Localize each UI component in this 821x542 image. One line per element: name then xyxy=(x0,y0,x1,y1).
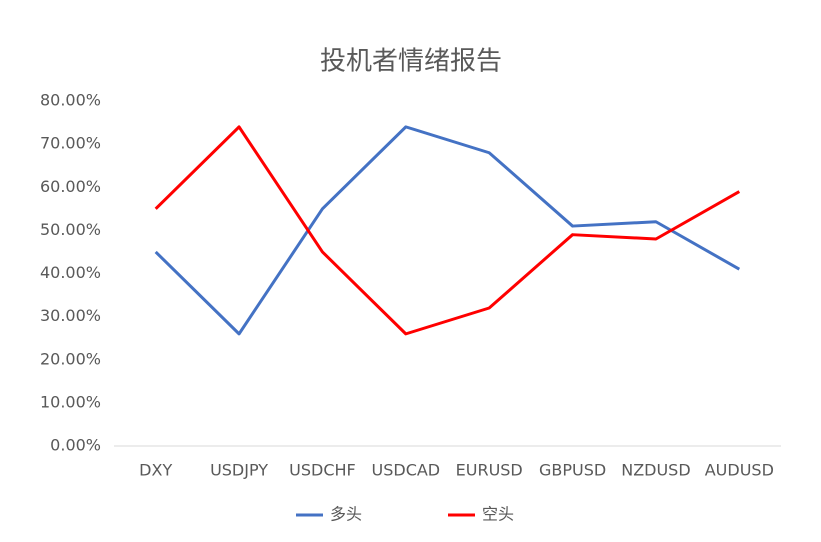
y-tick-label: 10.00% xyxy=(40,392,101,411)
line-series xyxy=(154,125,741,336)
line-series xyxy=(154,125,741,336)
y-tick-label: 60.00% xyxy=(40,177,101,196)
y-tick-label: 30.00% xyxy=(40,306,101,325)
x-tick-label: GBPUSD xyxy=(539,461,606,480)
chart-title: 投机者情绪报告 xyxy=(320,47,502,77)
y-tick-label: 50.00% xyxy=(40,220,101,239)
x-tick-label: USDCHF xyxy=(289,461,356,480)
y-tick-label: 20.00% xyxy=(40,349,101,368)
x-tick-label: USDJPY xyxy=(210,461,268,480)
x-tick-label: EURUSD xyxy=(456,461,523,480)
x-tick-label: USDCAD xyxy=(372,461,441,480)
x-tick-label: AUDUSD xyxy=(705,461,774,480)
legend-label: 多头 xyxy=(330,505,362,524)
legend-label: 空头 xyxy=(482,505,514,524)
y-tick-label: 70.00% xyxy=(40,134,101,153)
x-tick-label: DXY xyxy=(139,461,172,480)
x-tick-label: NZDUSD xyxy=(621,461,690,480)
y-tick-label: 40.00% xyxy=(40,263,101,282)
y-tick-label: 0.00% xyxy=(50,436,101,455)
y-tick-label: 80.00% xyxy=(40,91,101,110)
